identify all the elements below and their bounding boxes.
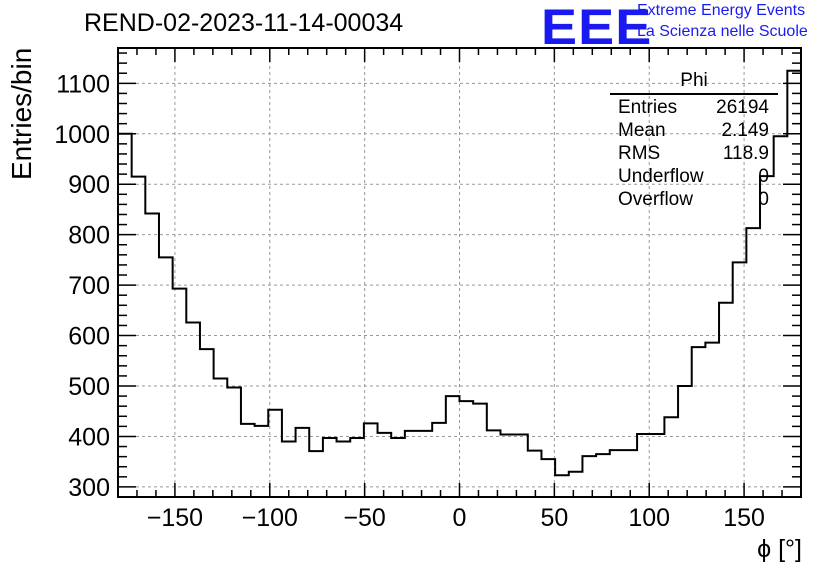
y-tick-label: 1100 bbox=[56, 70, 110, 98]
histogram-line bbox=[118, 69, 801, 477]
plot-frame bbox=[117, 47, 802, 498]
stats-row-rms: RMS 118.9 bbox=[610, 143, 778, 166]
y-tick-label: 700 bbox=[68, 272, 110, 300]
stats-row-underflow: Underflow 0 bbox=[610, 166, 778, 189]
grid bbox=[118, 48, 801, 497]
axis-ticks bbox=[117, 48, 802, 498]
stats-label: Underflow bbox=[618, 166, 704, 187]
x-tick-label: 0 bbox=[453, 504, 467, 532]
x-tick-label: 50 bbox=[540, 504, 568, 532]
y-tick-label: 500 bbox=[68, 373, 110, 401]
stats-value: 0 bbox=[758, 189, 769, 210]
x-tick-labels: −150 −100 −50 0 50 100 150 bbox=[147, 504, 765, 532]
stats-label: Entries bbox=[618, 97, 678, 118]
eee-logo: EEE bbox=[541, 0, 653, 55]
x-tick-label: −150 bbox=[147, 504, 203, 532]
stats-value: 2.149 bbox=[721, 120, 769, 141]
x-tick-label: 100 bbox=[628, 504, 670, 532]
stats-value: 26194 bbox=[716, 97, 769, 118]
stats-box: Phi Entries 26194 Mean 2.149 RMS 118.9 U… bbox=[610, 70, 778, 212]
chart-title: REND-02-2023-11-14-00034 bbox=[84, 9, 404, 37]
x-axis-label: ϕ [°] bbox=[757, 535, 802, 563]
stats-row-mean: Mean 2.149 bbox=[610, 120, 778, 143]
stats-title: Phi bbox=[610, 70, 778, 95]
y-tick-label: 600 bbox=[68, 323, 110, 351]
x-tick-label: −100 bbox=[242, 504, 298, 532]
y-tick-label: 400 bbox=[68, 423, 110, 451]
y-tick-label: 1000 bbox=[54, 121, 110, 149]
stats-label: Mean bbox=[618, 120, 666, 141]
stats-row-entries: Entries 26194 bbox=[610, 97, 778, 120]
x-tick-label: −50 bbox=[343, 504, 385, 532]
y-tick-labels: 300 400 500 600 700 800 900 1000 1100 bbox=[54, 70, 110, 502]
y-axis-label: Entries/bin bbox=[6, 47, 37, 180]
stats-value: 118.9 bbox=[722, 143, 769, 164]
stats-value: 0 bbox=[758, 166, 769, 187]
stats-label: Overflow bbox=[618, 189, 693, 210]
stats-label: RMS bbox=[618, 143, 661, 164]
x-tick-label: 150 bbox=[723, 504, 765, 532]
y-tick-label: 300 bbox=[68, 474, 110, 502]
logo-line-1: Extreme Energy Events bbox=[637, 2, 806, 19]
y-tick-label: 900 bbox=[68, 171, 110, 199]
stats-row-overflow: Overflow 0 bbox=[610, 189, 778, 212]
y-tick-label: 800 bbox=[68, 222, 110, 250]
logo-line-2: La Scienza nelle Scuole bbox=[637, 23, 808, 40]
